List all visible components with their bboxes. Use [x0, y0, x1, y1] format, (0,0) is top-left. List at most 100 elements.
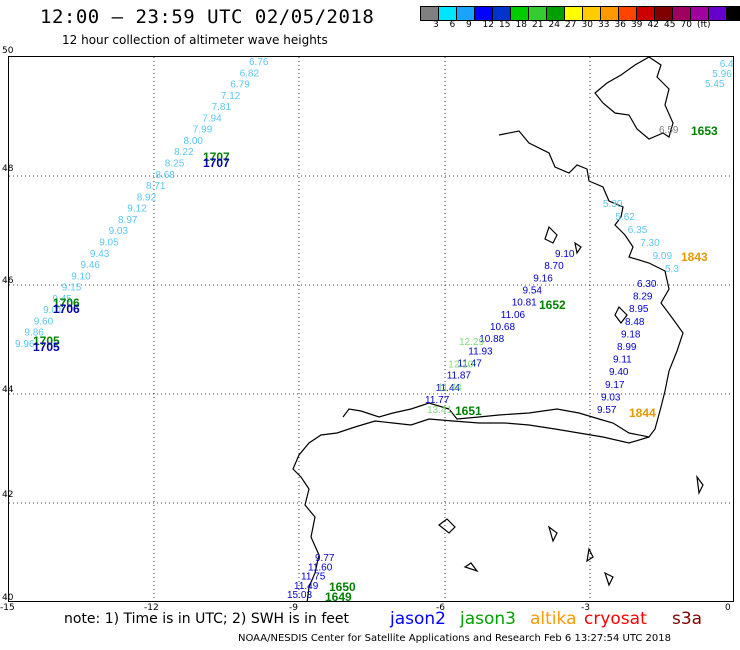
scale-swatch	[636, 6, 655, 21]
wave-height-value: 11.87	[447, 371, 472, 382]
wave-height-value: 6.35	[628, 225, 648, 236]
color-scale	[420, 6, 740, 21]
coast-detail-4	[438, 518, 456, 534]
scale-label: 36	[614, 20, 626, 30]
y-tick-label: 48	[2, 164, 14, 174]
wave-height-value: 7.94	[202, 113, 222, 124]
scale-swatch	[672, 6, 691, 21]
time-label: 1706	[53, 296, 80, 310]
wave-height-value: 6.43	[720, 59, 734, 70]
time-label: 1650	[329, 580, 356, 594]
coast-detail-7	[696, 474, 704, 496]
track-labels: 6.766.826.797.127.817.947.998.008.228.25…	[15, 57, 734, 601]
scale-swatch	[528, 6, 547, 21]
scale-swatch	[456, 6, 475, 21]
scale-swatch	[492, 6, 511, 21]
wave-height-value: 8.29	[633, 292, 653, 303]
wave-height-value: 9.03	[109, 226, 129, 237]
scale-swatch	[708, 6, 727, 21]
x-tick-label: -6	[436, 603, 445, 613]
coast-france	[342, 130, 684, 438]
wave-height-value: 5.3	[665, 264, 679, 275]
scale-swatch	[582, 6, 601, 21]
scale-swatch	[690, 6, 709, 21]
wave-height-value: 7.99	[193, 125, 213, 136]
wave-height-value: 9.18	[621, 329, 641, 340]
time-label: 1649	[325, 590, 352, 602]
wave-height-value: 9.57	[597, 405, 617, 416]
wave-height-value: 9.40	[609, 367, 629, 378]
scale-swatch	[438, 6, 457, 21]
wave-height-value: 9.10	[555, 249, 575, 260]
coast-detail-1	[544, 225, 558, 244]
wave-height-value: 13.41	[427, 405, 452, 416]
wave-height-value: 9.43	[90, 249, 110, 260]
scale-swatch	[618, 6, 637, 21]
scale-label: 39	[631, 20, 643, 30]
wave-height-value: 7.12	[221, 91, 241, 102]
wave-height-value: 8.22	[174, 147, 194, 158]
wave-height-value: 8.99	[617, 342, 637, 353]
wave-height-value: 8.92	[137, 192, 157, 203]
x-tick-label: -9	[289, 603, 298, 613]
coast-detail-8	[586, 547, 594, 563]
coast-england	[594, 57, 674, 140]
scale-label: 33	[598, 20, 610, 30]
wave-height-value: 12.10	[448, 360, 473, 371]
wave-height-value: 11.06	[501, 310, 526, 321]
wave-height-value: 9.12	[127, 204, 147, 215]
wave-height-value: 5.96	[712, 69, 732, 80]
wave-height-value: 11.75	[301, 572, 326, 583]
wave-height-value: 9.15	[62, 283, 82, 294]
legend-item-cryosat: cryosat	[584, 609, 647, 629]
wave-height-value: 6.82	[240, 68, 260, 79]
wave-height-value: 11.60	[308, 562, 333, 573]
coast-detail-6	[603, 571, 614, 587]
color-scale-labels: 3 6 9 12 15 18 21 24 27 30 33 36 39 42 45 70 (ft)	[421, 20, 740, 34]
time-label: 1705	[33, 340, 60, 354]
wave-height-value: 11.77	[425, 395, 450, 406]
scale-label: 15	[499, 20, 511, 30]
chart-title: 12:00 – 23:59 UTC 02/05/2018	[40, 6, 375, 28]
wave-height-value: 8.25	[165, 159, 185, 170]
wave-height-value: 11.49	[294, 581, 319, 592]
legend-item-jason3: jason3	[460, 609, 516, 629]
wave-height-value: 5.62	[615, 212, 635, 223]
time-label: 1652	[539, 298, 566, 312]
scale-label: 21	[532, 20, 544, 30]
wave-height-value: 9.11	[613, 355, 632, 366]
coast-iberia	[292, 418, 650, 601]
scale-swatch	[726, 6, 740, 21]
y-tick-label: 46	[2, 276, 14, 286]
coastline	[292, 57, 704, 601]
wave-height-value: 10.88	[479, 334, 504, 345]
time-label: 1843	[681, 250, 708, 264]
time-label: 1653	[691, 124, 718, 138]
time-label: 1651	[455, 404, 482, 418]
scale-swatch	[564, 6, 583, 21]
coast-detail-9	[547, 525, 558, 543]
chart-subtitle: 12 hour collection of altimeter wave hei…	[62, 33, 328, 47]
time-label: 1707	[203, 150, 230, 164]
wave-height-value: 9.16	[533, 273, 553, 284]
scale-swatch	[474, 6, 493, 21]
time-label: 1844	[629, 406, 656, 420]
scale-swatch	[420, 6, 439, 21]
x-tick-label: -12	[144, 603, 159, 613]
credit-line: NOAA/NESDIS Center for Satellite Applica…	[238, 633, 671, 644]
wave-height-value: 9.46	[81, 260, 101, 271]
wave-height-value: 8.95	[629, 304, 649, 315]
wave-height-value: 9.96	[15, 339, 35, 350]
scale-swatch	[600, 6, 619, 21]
wave-height-value: 6.30	[637, 279, 657, 290]
x-tick-label: 0	[725, 603, 731, 613]
wave-height-value: 7.30	[640, 238, 660, 249]
scale-swatch	[654, 6, 673, 21]
wave-height-value: 12.29	[459, 337, 484, 348]
wave-height-value: 8.48	[625, 317, 645, 328]
y-tick-label: 44	[2, 385, 14, 395]
wave-height-value: 7.81	[212, 102, 232, 113]
wave-height-value: 9.77	[315, 553, 335, 564]
scale-label: 3	[433, 20, 439, 30]
